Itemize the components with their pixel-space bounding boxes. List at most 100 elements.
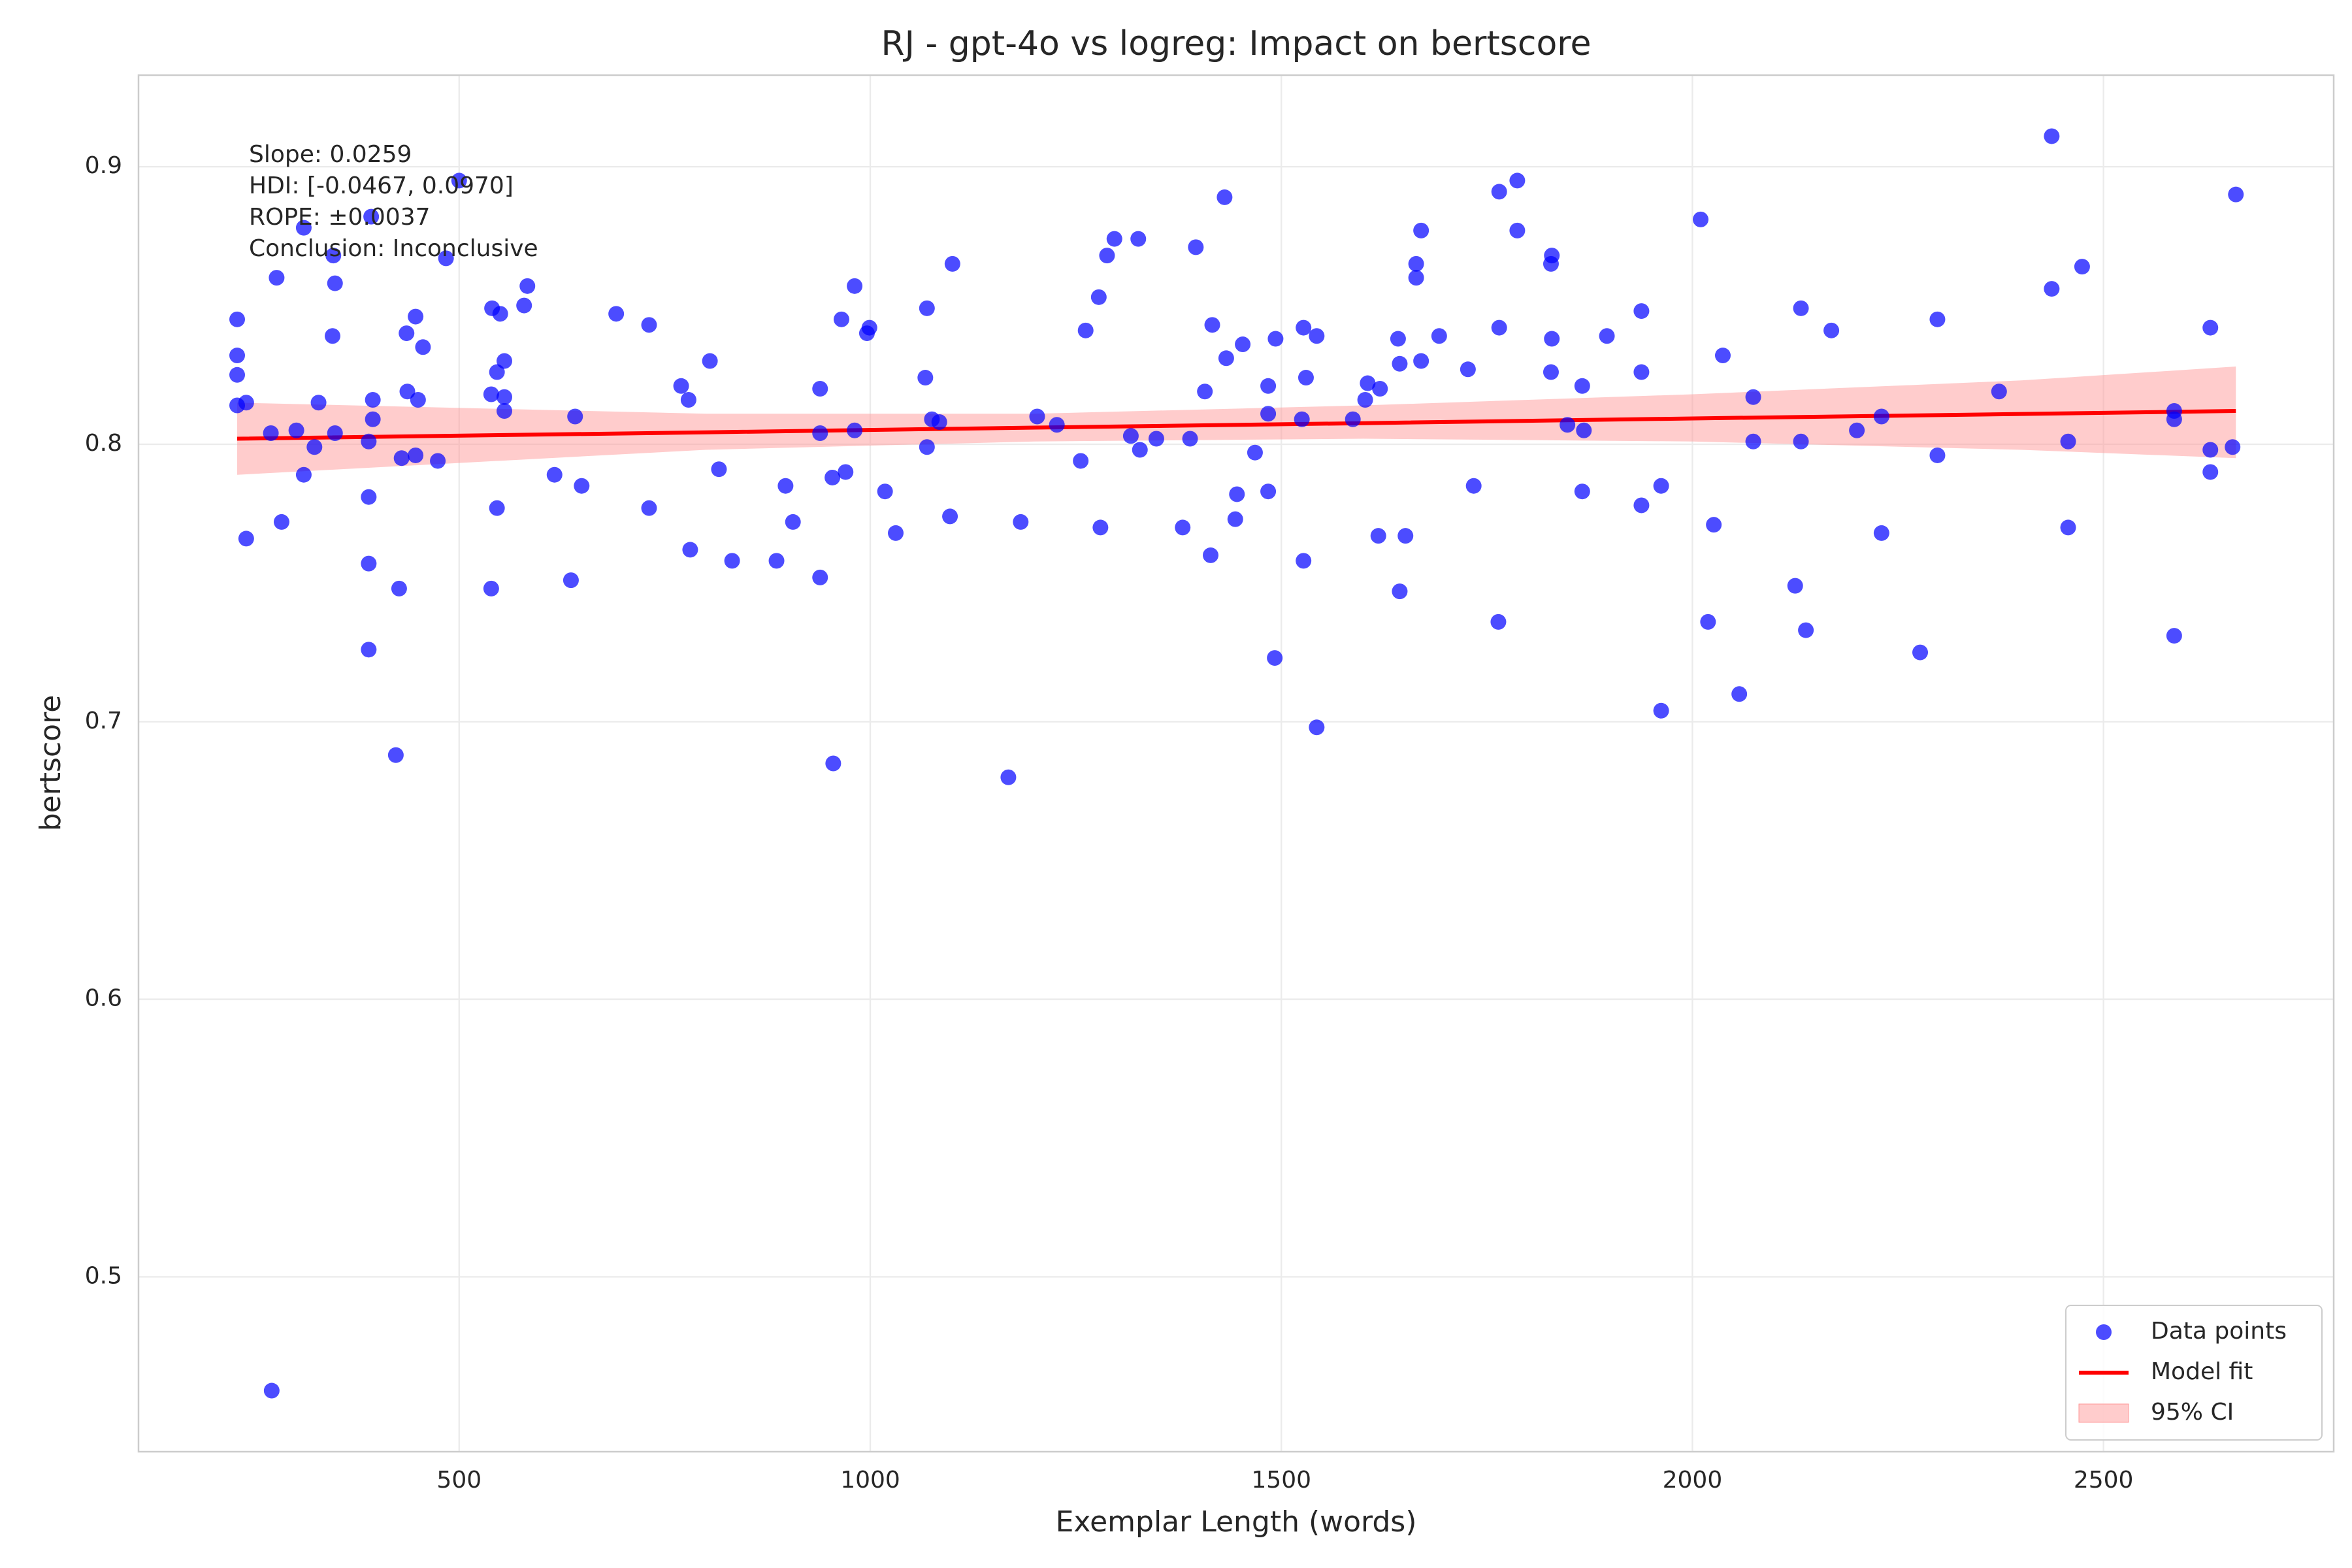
data-point [1077, 322, 1094, 338]
data-point [1929, 447, 1946, 463]
data-point [1217, 189, 1233, 205]
data-point [1197, 384, 1213, 400]
data-point [2044, 281, 2060, 297]
legend-box [2065, 1305, 2323, 1441]
data-point [1460, 361, 1476, 378]
data-point [391, 580, 407, 596]
data-point [574, 478, 590, 494]
chart-title: RJ - gpt-4o vs logreg: Impact on bertsco… [881, 24, 1592, 63]
legend-label: Data points [2151, 1318, 2287, 1345]
data-point [483, 386, 499, 402]
plot-frame [137, 74, 2335, 1453]
data-point [1202, 547, 1218, 563]
data-point [919, 439, 935, 455]
data-point [1294, 411, 1310, 427]
data-point [1357, 392, 1373, 408]
data-point [785, 514, 801, 530]
data-point [1509, 172, 1526, 189]
fit-line [237, 409, 2236, 441]
data-point [361, 555, 377, 572]
data-point [399, 384, 416, 400]
data-point [361, 642, 377, 658]
data-point [1793, 300, 1809, 316]
data-point [1309, 328, 1325, 344]
data-point [399, 325, 415, 342]
data-point [1929, 311, 1946, 327]
data-point [1227, 511, 1243, 527]
data-point [1431, 328, 1447, 344]
data-point [1633, 303, 1650, 319]
data-point [825, 469, 841, 485]
data-point [2060, 433, 2076, 449]
legend-marker [2078, 1403, 2129, 1423]
data-point [1013, 514, 1029, 530]
legend-label: Model fit [2151, 1358, 2253, 1385]
data-point [1360, 375, 1376, 391]
data-point [327, 425, 343, 441]
data-point [682, 542, 698, 558]
data-point [1912, 644, 1929, 661]
data-point [1544, 248, 1560, 264]
data-point [1122, 428, 1139, 444]
x-tick-label: 500 [436, 1467, 482, 1494]
data-point [724, 553, 740, 569]
data-point [838, 464, 854, 480]
data-point [777, 478, 794, 494]
data-point [825, 755, 841, 772]
data-point [2202, 464, 2219, 480]
data-point [1574, 483, 1590, 500]
data-point [1543, 364, 1559, 380]
data-point [1218, 350, 1234, 367]
annotation: Slope: 0.0259 HDI: [-0.0467, 0.0970] ROPE:… [249, 141, 538, 262]
data-point [1148, 431, 1164, 447]
data-point [229, 367, 246, 383]
data-point [1309, 719, 1325, 736]
data-point [847, 278, 863, 294]
y-tick-label: 0.8 [85, 430, 122, 457]
data-point [1392, 583, 1408, 600]
data-point [489, 364, 505, 380]
data-point [812, 569, 828, 585]
data-point [1130, 231, 1147, 247]
data-point [497, 353, 512, 369]
data-point [1599, 328, 1615, 344]
data-point [1731, 686, 1748, 702]
data-point [1491, 184, 1507, 200]
data-point [306, 439, 323, 455]
data-point [1693, 211, 1709, 227]
data-point [229, 311, 246, 327]
data-point [1991, 384, 2007, 400]
data-point [263, 425, 279, 441]
data-point [1370, 528, 1386, 544]
x-tick-label: 2500 [2074, 1467, 2134, 1494]
data-point [361, 489, 377, 505]
x-axis-label: Exemplar Length (words) [1056, 1505, 1417, 1539]
data-point [1798, 622, 1814, 638]
data-point [2166, 628, 2182, 644]
x-tick-label: 2000 [1663, 1467, 1723, 1494]
data-point [1296, 319, 1312, 336]
data-point [1260, 483, 1277, 500]
data-point [567, 408, 583, 425]
y-tick-label: 0.9 [85, 152, 122, 179]
data-point [1544, 331, 1560, 347]
data-point [295, 466, 312, 483]
data-point [1267, 650, 1283, 666]
data-point [1392, 355, 1408, 372]
data-point [363, 208, 380, 225]
data-point [408, 308, 424, 325]
data-point [833, 311, 849, 327]
data-point [2202, 442, 2219, 458]
data-point [680, 392, 696, 408]
data-point [641, 317, 657, 333]
data-point [1576, 422, 1592, 438]
data-point [1714, 348, 1731, 364]
data-point [1247, 444, 1263, 461]
data-point [1706, 517, 1722, 533]
data-point [942, 508, 958, 525]
data-point [1413, 222, 1429, 238]
legend-label: 95% CI [2151, 1399, 2234, 1426]
data-point [1188, 239, 1204, 255]
data-point [1560, 417, 1576, 433]
